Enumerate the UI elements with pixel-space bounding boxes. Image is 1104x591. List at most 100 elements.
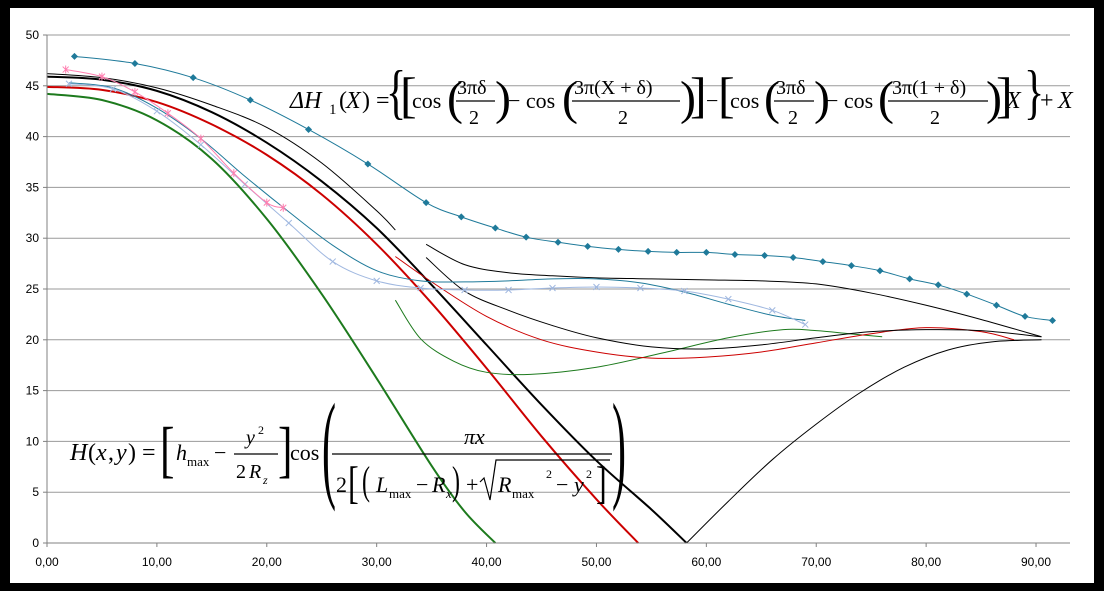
series-0-point-27 — [1049, 316, 1057, 324]
series-0-point-26 — [1021, 312, 1029, 320]
series-10-point-14 — [681, 287, 688, 295]
svg-text:[: [ — [160, 414, 174, 484]
svg-text:(: ( — [562, 72, 578, 125]
series-5-line — [394, 299, 883, 376]
series-12 — [686, 339, 1042, 544]
series-1-line — [46, 75, 688, 544]
series-0-point-22 — [906, 275, 914, 283]
svg-text:3πδ: 3πδ — [776, 77, 806, 99]
series-0-point-23 — [934, 281, 942, 289]
svg-text:1: 1 — [329, 102, 337, 118]
svg-text:y: y — [572, 472, 584, 497]
series-0-point-25 — [992, 301, 1000, 309]
series-0-point-7 — [457, 213, 465, 221]
series-4-line — [46, 73, 396, 231]
series-0-point-21 — [876, 267, 884, 275]
series-10-point-11 — [549, 284, 556, 292]
svg-text:): ) — [986, 72, 1002, 125]
svg-text:2: 2 — [469, 107, 479, 129]
series-11-point-2 — [131, 87, 139, 96]
series-10-point-0 — [65, 80, 73, 88]
series-1 — [46, 75, 688, 544]
series-0-point-24 — [963, 290, 971, 298]
svg-text:): ) — [680, 72, 696, 125]
series-10 — [65, 80, 809, 328]
svg-text:]: ] — [996, 67, 1013, 123]
svg-text:(: ( — [362, 460, 370, 504]
series-0-point-19 — [819, 258, 827, 266]
series-8 — [425, 257, 1042, 350]
x-tick-label-7: 70,00 — [801, 555, 831, 569]
series-3-line — [46, 92, 497, 544]
svg-text:(: ( — [322, 381, 336, 513]
series-11-point-7 — [279, 203, 287, 212]
equation-h: H ( x , y ) = [ h max − y 2 2 R z ] cos … — [69, 381, 626, 513]
series-10-point-1 — [109, 85, 117, 93]
svg-text:(: ( — [878, 72, 894, 125]
svg-text:3π(X + δ): 3π(X + δ) — [574, 77, 653, 99]
x-tick-label-5: 50,00 — [581, 555, 611, 569]
x-tick-label-4: 40,00 — [472, 555, 502, 569]
x-tick-label-1: 10,00 — [142, 555, 172, 569]
svg-text:−: − — [214, 440, 226, 465]
svg-text:[: [ — [348, 457, 359, 508]
series-0-point-5 — [364, 160, 372, 168]
series-0-point-17 — [761, 251, 769, 259]
y-tick-label-5: 25 — [26, 282, 40, 296]
series-4 — [46, 73, 396, 231]
series-11-point-0 — [62, 65, 70, 74]
series-5 — [394, 299, 883, 376]
x-tick-label-3: 30,00 — [362, 555, 392, 569]
svg-text:πx: πx — [464, 424, 485, 449]
svg-text:2: 2 — [788, 107, 798, 129]
svg-text:2: 2 — [236, 461, 246, 483]
svg-text:cos: cos — [290, 440, 319, 465]
svg-text:): ) — [495, 72, 511, 125]
svg-text:R: R — [497, 472, 512, 497]
y-tick-label-1: 5 — [32, 485, 39, 499]
svg-text:R: R — [431, 472, 446, 497]
series-10-point-8 — [417, 284, 424, 292]
svg-text:,: , — [108, 440, 114, 466]
series-0-point-10 — [554, 238, 562, 246]
series-0-point-12 — [614, 245, 622, 253]
svg-text:(: ( — [88, 440, 96, 466]
x-tick-label-6: 60,00 — [691, 555, 721, 569]
svg-text:−: − — [556, 472, 568, 497]
svg-text:3π(1 + δ): 3π(1 + δ) — [892, 77, 966, 99]
series-0-line — [74, 55, 1053, 321]
series-10-point-12 — [593, 283, 600, 291]
y-tick-label-4: 20 — [26, 333, 40, 347]
series-10-point-10 — [505, 286, 512, 294]
tick-labels: 0 5 10 15 20 25 30 35 40 45 50 0,00 10,00 20,00 30,00 4… — [26, 28, 1052, 569]
series-0-point-13 — [644, 247, 652, 255]
series-10-point-17 — [801, 321, 809, 328]
y-tick-label-3: 15 — [26, 384, 40, 398]
series-10-point-15 — [724, 295, 732, 303]
series-11-point-3 — [164, 109, 172, 118]
svg-text:y: y — [244, 427, 255, 449]
svg-text:2: 2 — [618, 107, 628, 129]
series-0-point-15 — [702, 248, 710, 256]
series-11-point-4 — [197, 134, 205, 143]
svg-text:L: L — [375, 472, 388, 497]
y-tick-label-9: 45 — [26, 79, 40, 93]
y-tick-label-8: 40 — [26, 130, 40, 144]
axes — [43, 34, 1070, 547]
series-11-point-1 — [98, 72, 106, 81]
series-11 — [62, 65, 287, 212]
svg-text:cos: cos — [730, 88, 759, 113]
series-11-point-6 — [263, 198, 271, 207]
svg-text:X: X — [1005, 88, 1022, 114]
svg-text:y: y — [114, 440, 127, 466]
svg-text:R: R — [248, 461, 261, 483]
svg-text:}: } — [1024, 60, 1044, 126]
y-tick-label-2: 10 — [26, 434, 40, 448]
svg-text:H: H — [69, 440, 89, 466]
series-10-point-6 — [329, 258, 337, 265]
svg-text:(: ( — [339, 88, 347, 114]
svg-text:(: ( — [447, 72, 463, 125]
series-10-point-9 — [461, 286, 468, 294]
series-0-point-11 — [584, 242, 592, 250]
